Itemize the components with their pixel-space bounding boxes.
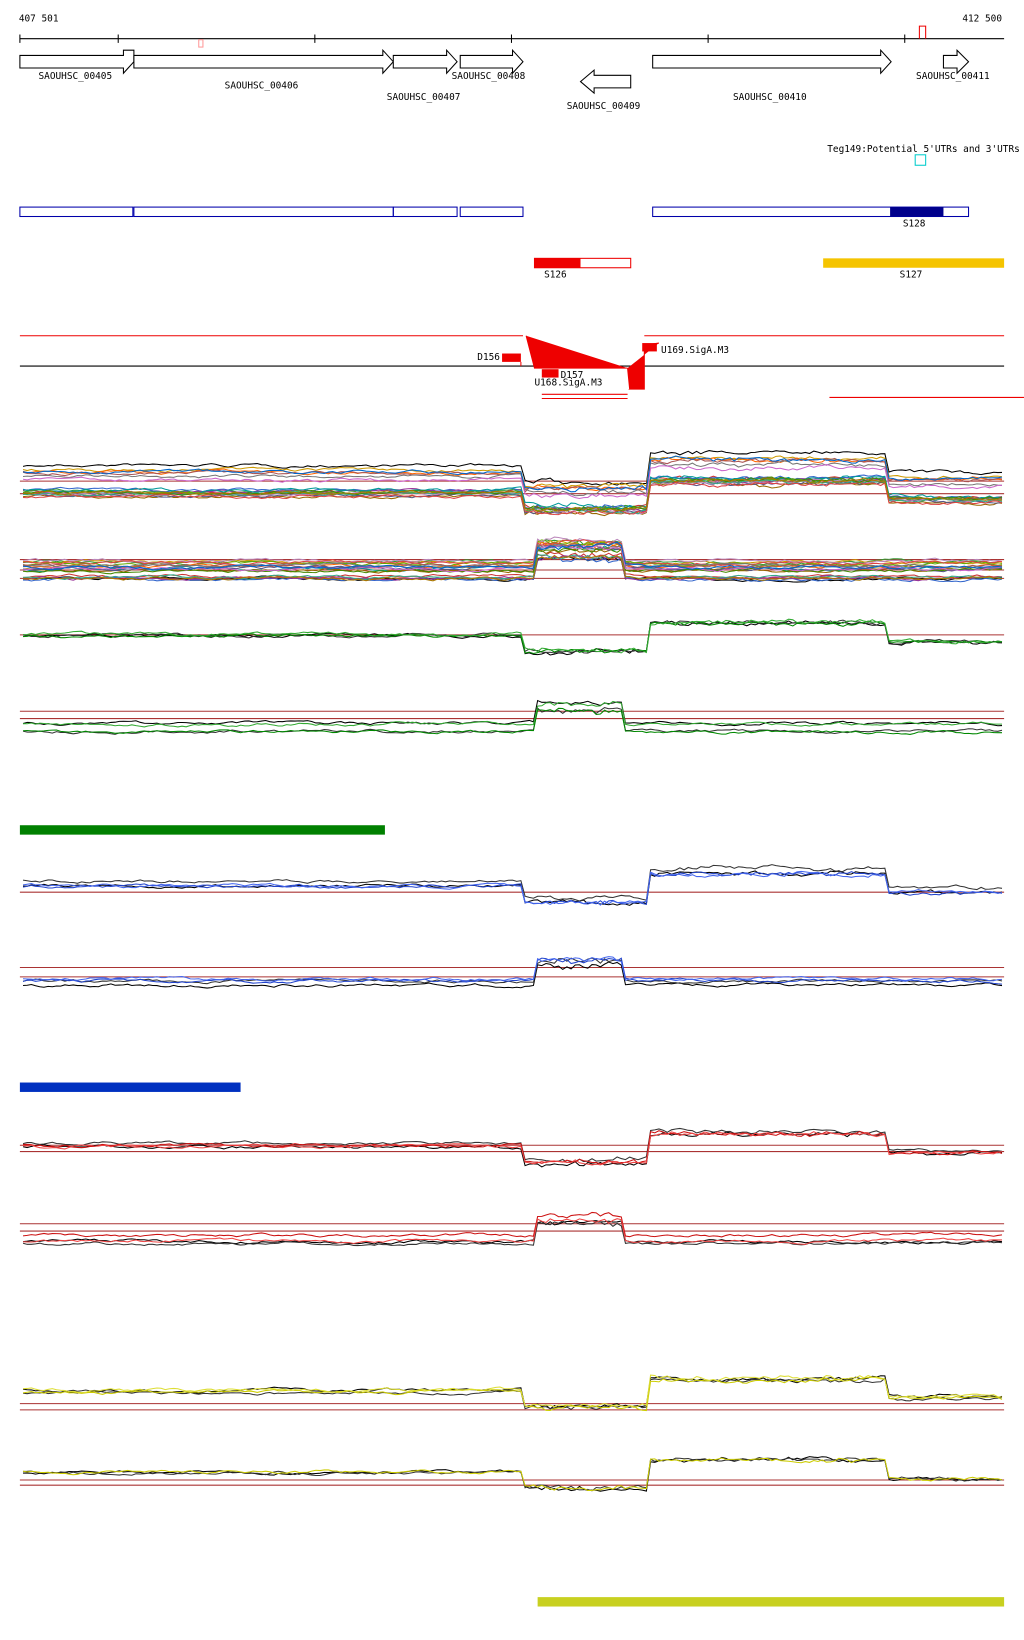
segment-label: S126 bbox=[544, 270, 567, 281]
gene-label: SAOUHSC_00409 bbox=[567, 101, 641, 112]
segment-label: S127 bbox=[900, 270, 923, 281]
expression-line bbox=[22, 707, 1003, 735]
feature-label: D156 bbox=[477, 352, 500, 363]
expression-line bbox=[22, 539, 1003, 567]
expression-line bbox=[22, 1457, 1003, 1491]
expression-line bbox=[23, 956, 1003, 982]
utr-box bbox=[914, 154, 927, 166]
expression-line bbox=[22, 541, 1003, 569]
expression-line bbox=[22, 460, 1003, 497]
track-label: Teg149:Potential 5'UTRs and 3'UTRs bbox=[827, 144, 1020, 155]
expression-line bbox=[23, 618, 1003, 654]
gene-label: SAOUHSC_00405 bbox=[39, 71, 113, 82]
ruler bbox=[19, 34, 1005, 43]
expression-line bbox=[22, 1211, 1003, 1238]
expression-line bbox=[23, 961, 1003, 989]
gene-label: SAOUHSC_00411 bbox=[916, 71, 990, 82]
gene-arrows bbox=[19, 48, 970, 95]
gene-label: SAOUHSC_00408 bbox=[452, 71, 526, 82]
segment-fill bbox=[534, 258, 581, 268]
expression-line bbox=[22, 1220, 1003, 1247]
gene-label: SAOUHSC_00410 bbox=[733, 92, 807, 103]
segment-fill bbox=[823, 258, 1005, 268]
segment-label: S128 bbox=[903, 218, 926, 229]
expression-line bbox=[23, 551, 1003, 580]
expression-line bbox=[23, 620, 1003, 655]
feature-label: U168.SigA.M3 bbox=[534, 377, 602, 388]
expression-line bbox=[22, 957, 1003, 985]
expression-tracks bbox=[19, 450, 1005, 1492]
expression-line bbox=[22, 706, 1003, 735]
expression-line bbox=[22, 1220, 1003, 1245]
expression-line bbox=[22, 464, 1003, 500]
condition-bar bbox=[537, 1597, 1005, 1607]
condition-bar bbox=[19, 1082, 241, 1092]
coord-end: 412 500 bbox=[962, 13, 1002, 24]
expression-line bbox=[22, 536, 1003, 565]
gene-label: SAOUHSC_00407 bbox=[387, 92, 461, 103]
feature-label: D157 bbox=[561, 370, 584, 381]
segment-fill bbox=[890, 207, 944, 217]
expression-line bbox=[22, 1377, 1003, 1410]
expression-line bbox=[23, 554, 1003, 582]
expression-line bbox=[22, 455, 1003, 493]
coord-start: 407 501 bbox=[19, 13, 59, 24]
expression-line bbox=[23, 1374, 1003, 1408]
expression-line bbox=[22, 450, 1003, 486]
expression-line bbox=[22, 541, 1003, 571]
expression-line bbox=[22, 864, 1003, 902]
expression-line bbox=[22, 481, 1003, 516]
expression-line bbox=[22, 457, 1003, 493]
segment-boxes bbox=[19, 206, 970, 218]
expression-line bbox=[23, 1218, 1003, 1245]
gene-label: SAOUHSC_00406 bbox=[225, 80, 299, 91]
expression-line bbox=[22, 555, 1003, 582]
expression-line bbox=[22, 870, 1003, 906]
condition-bar bbox=[19, 825, 385, 835]
expression-line bbox=[22, 477, 1003, 513]
feature-label: U169.SigA.M3 bbox=[661, 345, 729, 356]
expression-line bbox=[23, 700, 1003, 728]
marker bbox=[198, 39, 204, 48]
marker bbox=[918, 25, 927, 39]
feature-track bbox=[19, 335, 1024, 400]
expression-line bbox=[22, 1131, 1003, 1166]
